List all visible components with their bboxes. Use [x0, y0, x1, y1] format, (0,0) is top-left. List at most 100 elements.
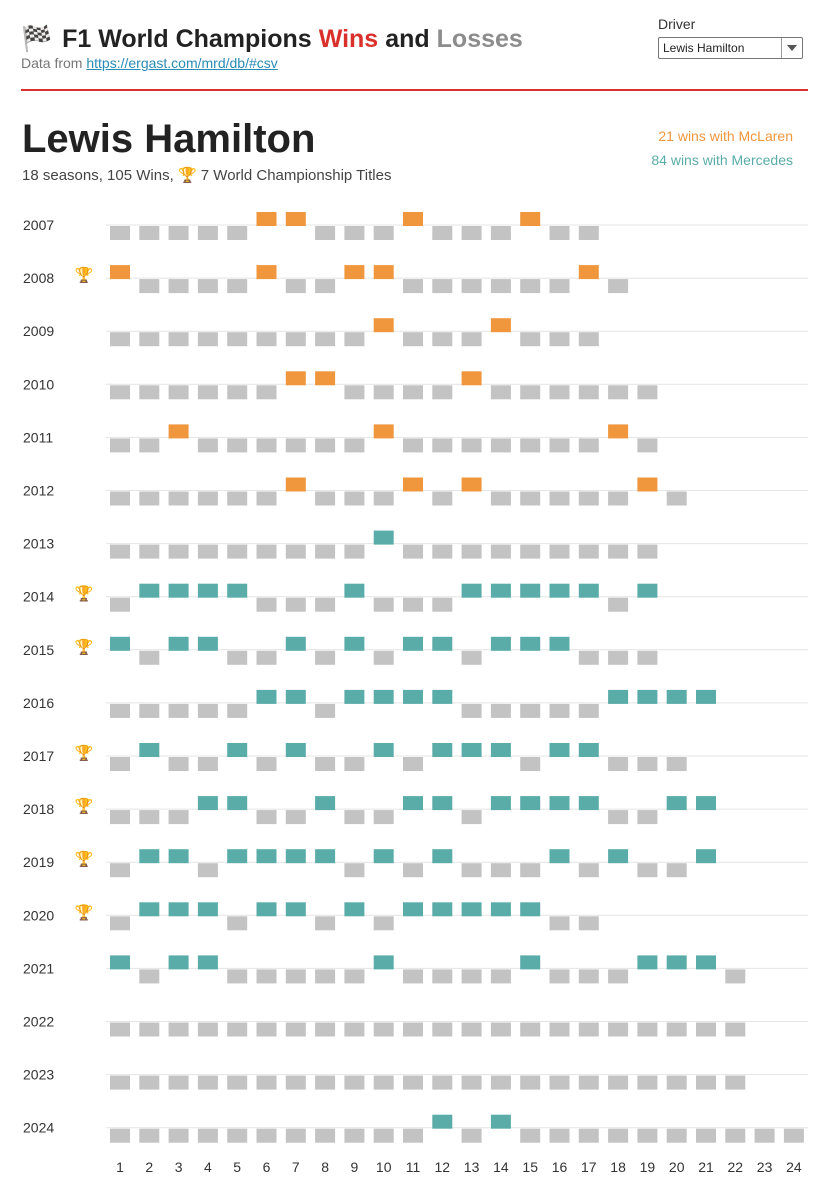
race-loss-cell [549, 544, 570, 559]
champion-trophy-icon: 🏆 [75, 266, 94, 284]
race-loss-cell [461, 810, 482, 825]
race-loss-cell [608, 491, 629, 506]
champion-trophy-icon: 🏆 [75, 797, 94, 815]
race-loss-cell [666, 491, 687, 506]
race-win-cell [461, 902, 482, 917]
race-loss-cell [373, 810, 394, 825]
race-loss-cell [461, 969, 482, 984]
race-win-cell [461, 583, 482, 598]
race-win-cell [666, 955, 687, 970]
race-loss-cell [373, 650, 394, 665]
race-loss-cell [168, 810, 189, 825]
round-tick-label: 19 [640, 1159, 656, 1175]
race-loss-cell [315, 969, 336, 984]
race-loss-cell [783, 1128, 804, 1143]
race-loss-cell [139, 491, 160, 506]
round-tick-label: 22 [728, 1159, 744, 1175]
race-win-cell [490, 743, 511, 757]
race-loss-cell [168, 491, 189, 506]
race-loss-cell [578, 650, 599, 665]
legend-mercedes: 84 wins with Mercedes [651, 152, 793, 168]
race-loss-cell [256, 438, 277, 453]
race-loss-cell [578, 1128, 599, 1143]
race-loss-cell [110, 226, 130, 240]
race-loss-cell [549, 226, 570, 240]
race-loss-cell [168, 332, 189, 347]
race-loss-cell [403, 544, 423, 559]
race-loss-cell [197, 385, 218, 400]
race-loss-cell [403, 438, 423, 453]
race-loss-cell [461, 650, 482, 665]
race-win-cell [490, 583, 511, 598]
source-link[interactable]: https://ergast.com/mrd/db/#csv [86, 55, 278, 71]
season-year-label: 2009 [23, 323, 54, 339]
race-win-cell [637, 583, 658, 598]
champion-trophy-icon: 🏆 [75, 850, 94, 868]
race-loss-cell [315, 491, 336, 506]
race-loss-cell [549, 332, 570, 347]
race-loss-cell [344, 332, 365, 347]
race-loss-cell [432, 491, 453, 506]
race-win-cell [285, 636, 306, 651]
race-win-cell [285, 743, 306, 757]
race-win-cell [285, 849, 306, 864]
race-loss-cell [432, 969, 453, 984]
race-loss-cell [110, 544, 130, 559]
race-win-cell [373, 743, 394, 757]
race-loss-cell [256, 969, 277, 984]
round-tick-label: 4 [204, 1159, 212, 1175]
race-loss-cell [285, 810, 306, 825]
dropdown-button[interactable] [781, 38, 802, 58]
race-loss-cell [637, 385, 658, 400]
race-loss-cell [168, 1075, 189, 1090]
race-loss-cell [373, 226, 394, 240]
race-win-cell [696, 955, 716, 970]
race-loss-cell [725, 1075, 746, 1090]
race-loss-cell [608, 969, 629, 984]
race-loss-cell [344, 863, 365, 878]
race-loss-cell [168, 703, 189, 718]
page-header: 🏁 F1 World Champions Wins and Losses Dat… [21, 16, 808, 92]
race-loss-cell [315, 650, 336, 665]
race-win-cell [139, 583, 160, 598]
race-win-cell [139, 743, 160, 757]
race-loss-cell [139, 703, 160, 718]
race-loss-cell [139, 969, 160, 984]
race-loss-cell [285, 1128, 306, 1143]
race-loss-cell [373, 1075, 394, 1090]
race-win-cell [520, 796, 541, 811]
race-loss-cell [227, 1075, 248, 1090]
race-loss-cell [461, 1022, 482, 1037]
round-tick-label: 17 [581, 1159, 597, 1175]
race-loss-cell [110, 757, 130, 771]
race-loss-cell [227, 438, 248, 453]
race-win-cell [490, 1114, 511, 1129]
race-win-cell [520, 583, 541, 598]
race-loss-cell [403, 1128, 423, 1143]
legend: 21 wins with McLaren 84 wins with Merced… [651, 128, 793, 176]
race-loss-cell [608, 1022, 629, 1037]
race-win-cell [432, 636, 453, 651]
race-win-cell [373, 318, 394, 333]
race-win-cell [227, 796, 248, 811]
race-loss-cell [490, 703, 511, 718]
race-loss-cell [578, 438, 599, 453]
title-losses: Losses [436, 25, 523, 53]
race-loss-cell [227, 916, 248, 931]
race-win-cell [344, 583, 365, 598]
season-year-label: 2023 [23, 1067, 54, 1083]
race-loss-cell [490, 279, 511, 294]
race-win-cell [608, 849, 629, 864]
race-win-cell [256, 265, 277, 280]
race-loss-cell [110, 916, 130, 931]
driver-select-label: Driver [658, 16, 696, 32]
race-loss-cell [227, 1128, 248, 1143]
race-loss-cell [110, 1075, 130, 1090]
race-loss-cell [315, 332, 336, 347]
race-win-cell [285, 477, 306, 492]
race-loss-cell [110, 703, 130, 718]
race-loss-cell [637, 1022, 658, 1037]
race-loss-cell [110, 491, 130, 506]
driver-select[interactable]: Lewis Hamilton [658, 37, 803, 59]
race-loss-cell [549, 703, 570, 718]
